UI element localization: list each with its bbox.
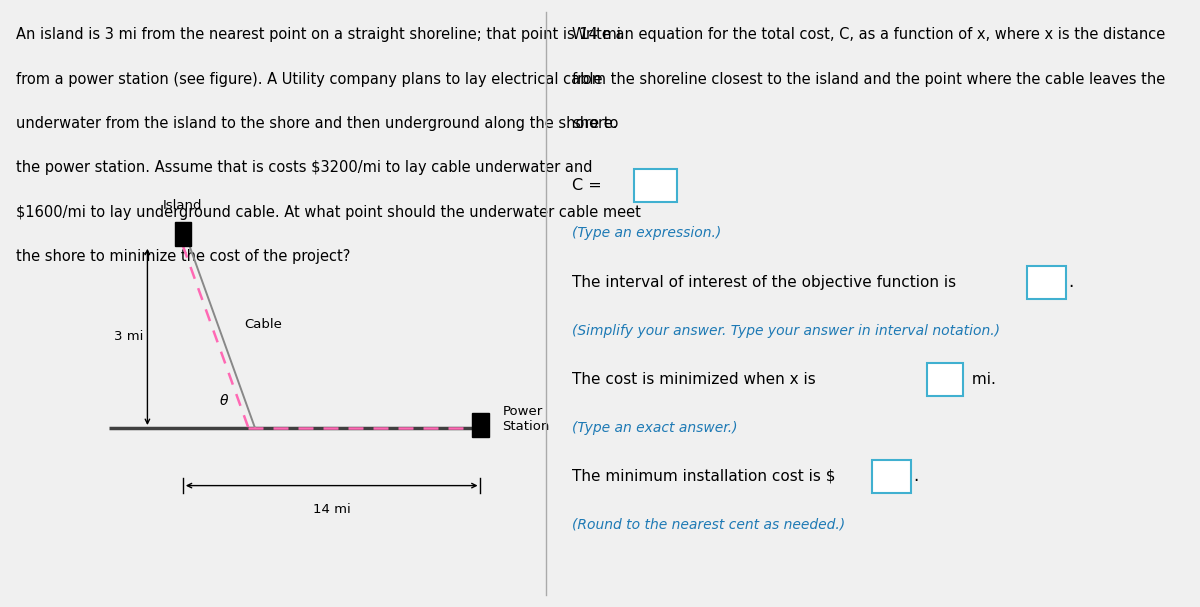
FancyBboxPatch shape xyxy=(1027,266,1066,299)
Text: (Type an exact answer.): (Type an exact answer.) xyxy=(572,421,738,435)
Text: The cost is minimized when x is: The cost is minimized when x is xyxy=(572,372,821,387)
Text: .: . xyxy=(1068,273,1073,291)
Text: underwater from the island to the shore and then underground along the shore to: underwater from the island to the shore … xyxy=(17,116,619,131)
Text: .: . xyxy=(913,467,919,486)
Text: from the shoreline closest to the island and the point where the cable leaves th: from the shoreline closest to the island… xyxy=(572,72,1165,87)
FancyBboxPatch shape xyxy=(871,460,911,493)
FancyBboxPatch shape xyxy=(926,363,962,396)
Text: from a power station (see figure). A Utility company plans to lay electrical cab: from a power station (see figure). A Uti… xyxy=(17,72,602,87)
Text: Write an equation for the total cost, C, as a function of x, where x is the dist: Write an equation for the total cost, C,… xyxy=(572,27,1165,42)
Text: The interval of interest of the objective function is: The interval of interest of the objectiv… xyxy=(572,275,956,290)
Text: the shore to minimize the cost of the project?: the shore to minimize the cost of the pr… xyxy=(17,249,350,264)
Text: (Type an expression.): (Type an expression.) xyxy=(572,226,721,240)
Text: the power station. Assume that is costs $3200/mi to lay cable underwater and: the power station. Assume that is costs … xyxy=(17,160,593,175)
Text: (Round to the nearest cent as needed.): (Round to the nearest cent as needed.) xyxy=(572,518,845,532)
Bar xyxy=(473,413,488,437)
Text: Island: Island xyxy=(163,200,203,212)
Text: 14 mi: 14 mi xyxy=(313,503,350,515)
Text: C =: C = xyxy=(572,178,602,192)
Text: An island is 3 mi from the nearest point on a straight shoreline; that point is : An island is 3 mi from the nearest point… xyxy=(17,27,622,42)
Text: Cable: Cable xyxy=(244,318,282,331)
Text: The minimum installation cost is $: The minimum installation cost is $ xyxy=(572,469,835,484)
Text: Power
Station: Power Station xyxy=(503,405,550,433)
Text: θ: θ xyxy=(220,393,228,408)
Text: (Simplify your answer. Type your answer in interval notation.): (Simplify your answer. Type your answer … xyxy=(572,324,1000,337)
Text: $1600/mi to lay underground cable. At what point should the underwater cable mee: $1600/mi to lay underground cable. At wh… xyxy=(17,205,641,220)
Text: mi.: mi. xyxy=(966,372,995,387)
Text: shore.: shore. xyxy=(572,116,618,131)
Text: 3 mi: 3 mi xyxy=(114,330,143,344)
FancyBboxPatch shape xyxy=(635,169,677,202)
Bar xyxy=(175,222,191,246)
